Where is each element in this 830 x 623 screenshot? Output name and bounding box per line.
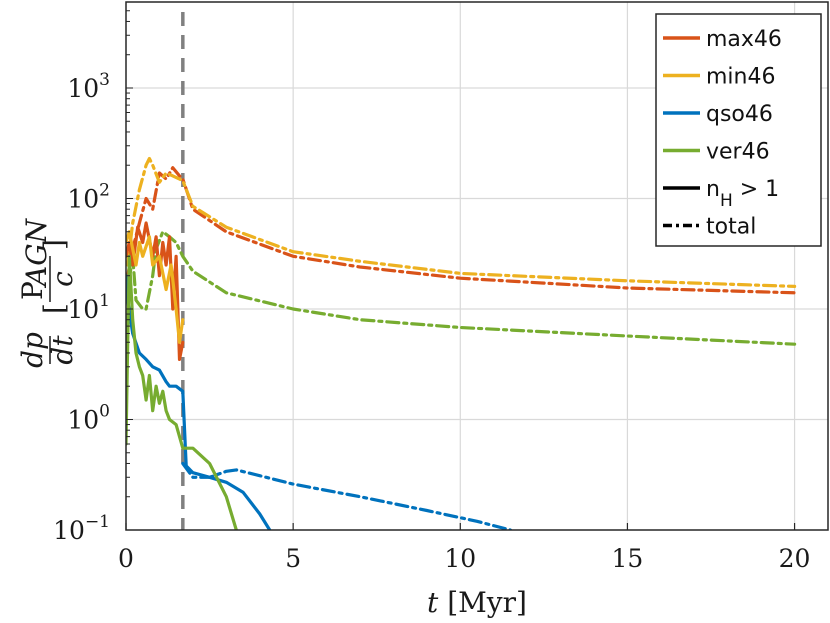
svg-text:P: P: [16, 281, 49, 300]
x-axis-label: t [Myr]: [427, 586, 527, 619]
legend-label-5: total: [706, 215, 756, 240]
legend-box: [655, 13, 822, 247]
x-tick-label-0: 0: [118, 544, 134, 573]
x-tick-labels: 0 5 10 15 20: [118, 544, 810, 573]
x-tick-label-4: 20: [779, 544, 811, 573]
legend-label-3: ver46: [706, 140, 770, 165]
y-tick-label-4: 103: [67, 70, 110, 103]
legend-label-2: qso46: [706, 102, 773, 127]
svg-text:c: c: [46, 271, 79, 287]
svg-text:dp: dp: [16, 332, 49, 368]
series-max46-total-line: [126, 166, 797, 295]
legend-label-4: nH > 1: [706, 177, 779, 211]
y-tick-label-1: 100: [67, 401, 110, 434]
svg-text:AGN: AGN: [20, 217, 53, 289]
series-layer: [126, 156, 797, 530]
series-qso46-nh-line: [126, 274, 272, 530]
y-tick-label-3: 102: [67, 180, 110, 213]
svg-text:dt: dt: [46, 335, 79, 365]
ticks: [125, 1, 796, 531]
legend-label-0: max46: [706, 27, 782, 52]
legend: max46 min46 qso46 ver46 nH > 1 total: [655, 13, 822, 247]
svg-text:]: ]: [38, 239, 71, 250]
y-tick-label-0: 10−1: [53, 512, 110, 545]
series-ver46-total-line: [126, 230, 797, 346]
series-min46-nh-line: [126, 230, 185, 344]
y-tick-labels: 10−1 100 101 102 103: [53, 70, 110, 545]
series-min46-total-line: [126, 156, 797, 288]
x-tick-label-2: 10: [444, 544, 476, 573]
x-tick-label-3: 15: [612, 544, 644, 573]
legend-label-1: min46: [706, 65, 775, 90]
x-tick-label-1: 5: [285, 544, 301, 573]
series-ver46-nh-line: [126, 254, 238, 530]
y-tick-label-2: 101: [67, 291, 110, 324]
svg-text:[: [: [38, 303, 71, 314]
y-axis-label: dp dt [ P AGN c ]: [16, 217, 79, 368]
plot-frame: [125, 1, 829, 531]
